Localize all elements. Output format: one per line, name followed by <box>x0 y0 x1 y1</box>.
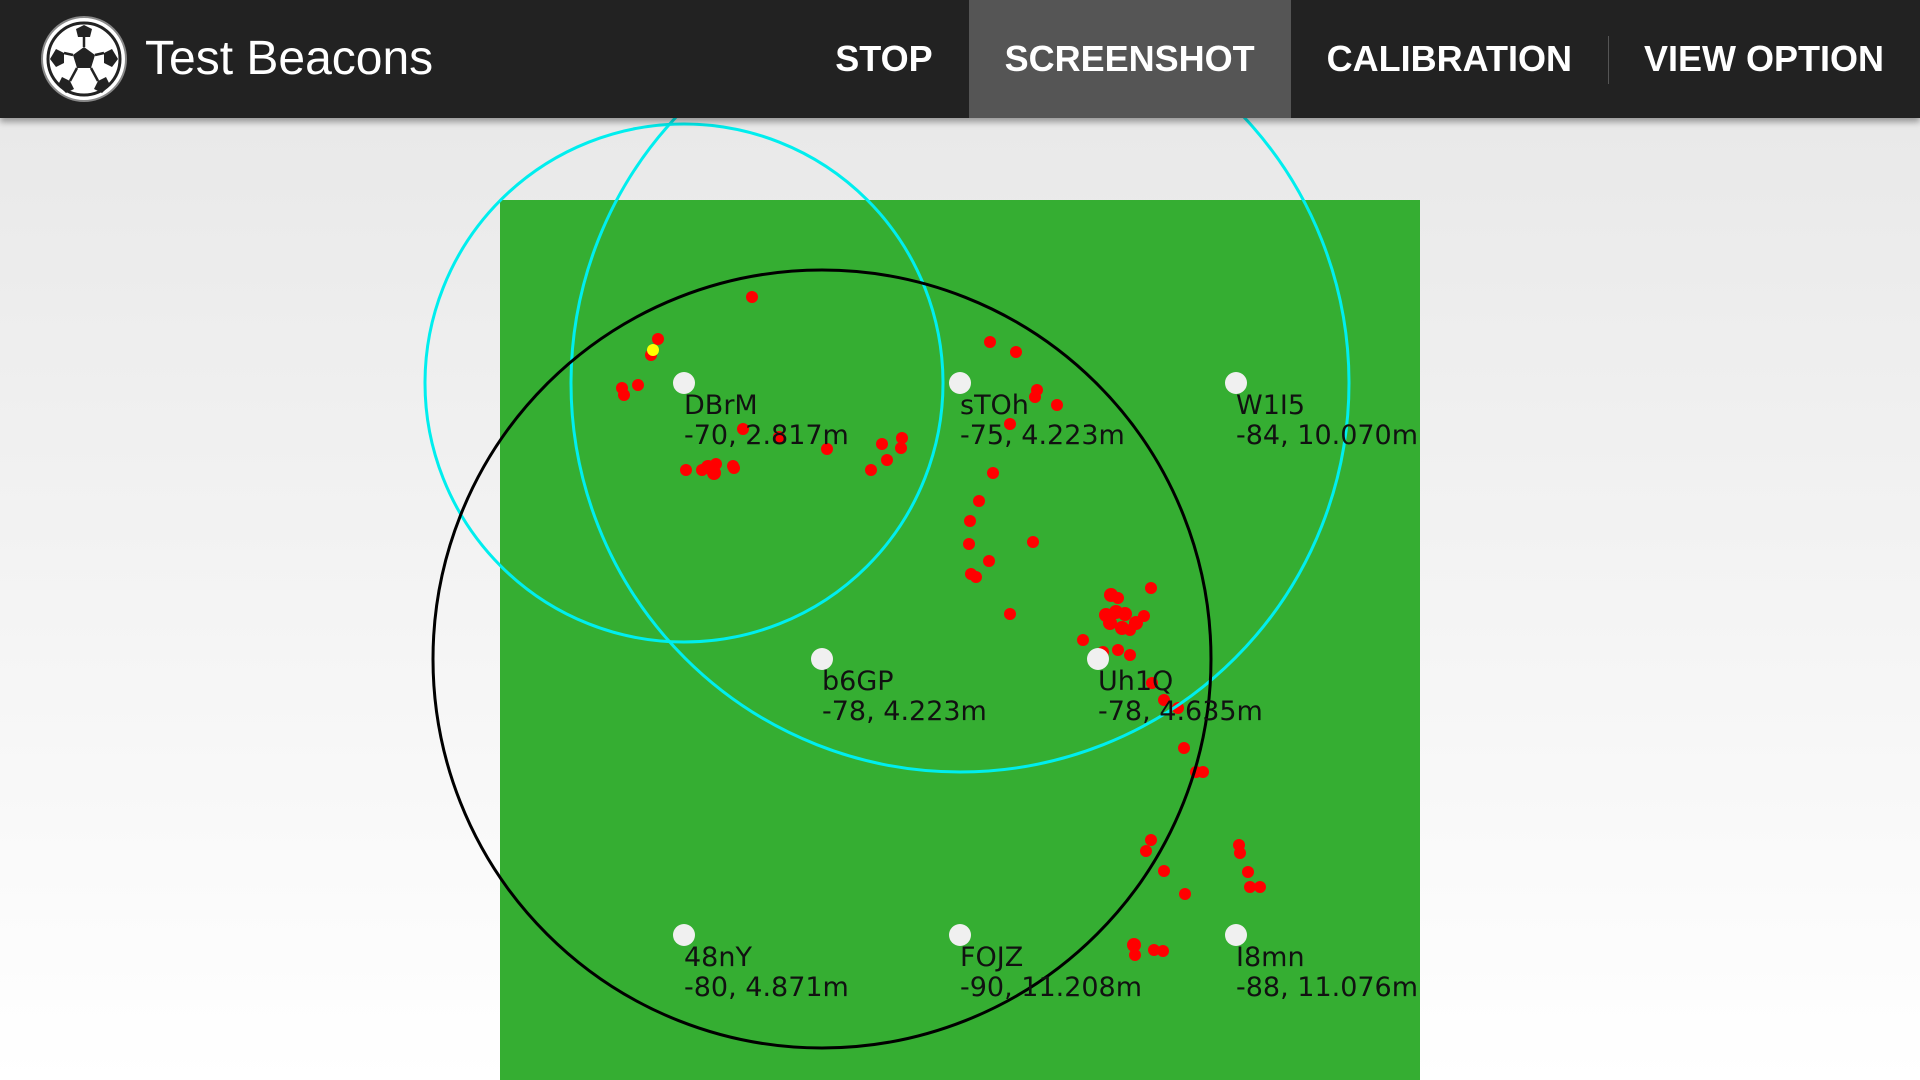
beacon-id-label: I8mn <box>1236 942 1305 973</box>
beacon-stats-label: -75, 4.223m <box>960 420 1125 451</box>
beacon-marker-i8mn <box>1225 924 1247 946</box>
range-circles <box>423 118 1351 1050</box>
beacon-marker-w1i5 <box>1225 372 1247 394</box>
beacon-stats-label: -88, 11.076m <box>1236 972 1418 1003</box>
beacon-marker-dbrm <box>673 372 695 394</box>
action-menu: STOP SCREENSHOT CALIBRATION VIEW OPTION <box>799 0 1920 118</box>
beacon-map[interactable]: DBrM -70, 2.817m sTOh -75, 4.223m W1I5 -… <box>0 118 1920 1080</box>
app-title: Test Beacons <box>145 32 434 85</box>
map-canvas[interactable]: DBrM -70, 2.817m sTOh -75, 4.223m W1I5 -… <box>0 118 1920 1080</box>
beacon-id-label: 48nY <box>684 942 752 973</box>
stop-button[interactable]: STOP <box>835 38 933 79</box>
calibration-button[interactable]: CALIBRATION <box>1326 38 1572 79</box>
beacon-marker-uh1q <box>1087 648 1109 670</box>
sample-points <box>616 291 1266 961</box>
beacon-stats-label: -78, 4.635m <box>1098 696 1263 727</box>
beacon-id-label: FOJZ <box>960 942 1023 973</box>
beacon-stats-label: -90, 11.208m <box>960 972 1142 1003</box>
range-circle-nearest <box>431 268 1213 1050</box>
beacon-id-label: b6GP <box>822 666 894 697</box>
soccer-ball-icon[interactable] <box>40 15 128 103</box>
beacon-markers <box>673 372 1247 946</box>
beacon-marker-fojz <box>949 924 971 946</box>
screenshot-button[interactable]: SCREENSHOT <box>968 0 1291 118</box>
beacon-id-label: W1I5 <box>1236 390 1305 421</box>
beacon-id-label: Uh1Q <box>1098 666 1173 697</box>
beacon-marker-stoh <box>949 372 971 394</box>
range-circle-stoh <box>569 118 1351 774</box>
action-bar: Test Beacons STOP SCREENSHOT CALIBRATION… <box>0 0 1920 118</box>
beacon-marker-b6gp <box>811 648 833 670</box>
beacon-id-label: sTOh <box>960 390 1029 421</box>
estimated-position-point <box>647 344 659 356</box>
beacon-stats-label: -78, 4.223m <box>822 696 987 727</box>
beacon-stats-label: -80, 4.871m <box>684 972 849 1003</box>
beacon-stats-label: -70, 2.817m <box>684 420 849 451</box>
range-circle-dbrm <box>423 122 945 644</box>
view-option-button[interactable]: VIEW OPTION <box>1607 0 1920 118</box>
beacon-id-label: DBrM <box>684 390 758 421</box>
beacon-marker-48ny <box>673 924 695 946</box>
beacon-stats-label: -84, 10.070m <box>1236 420 1418 451</box>
beacon-labels: DBrM -70, 2.817m sTOh -75, 4.223m W1I5 -… <box>684 390 1418 1003</box>
